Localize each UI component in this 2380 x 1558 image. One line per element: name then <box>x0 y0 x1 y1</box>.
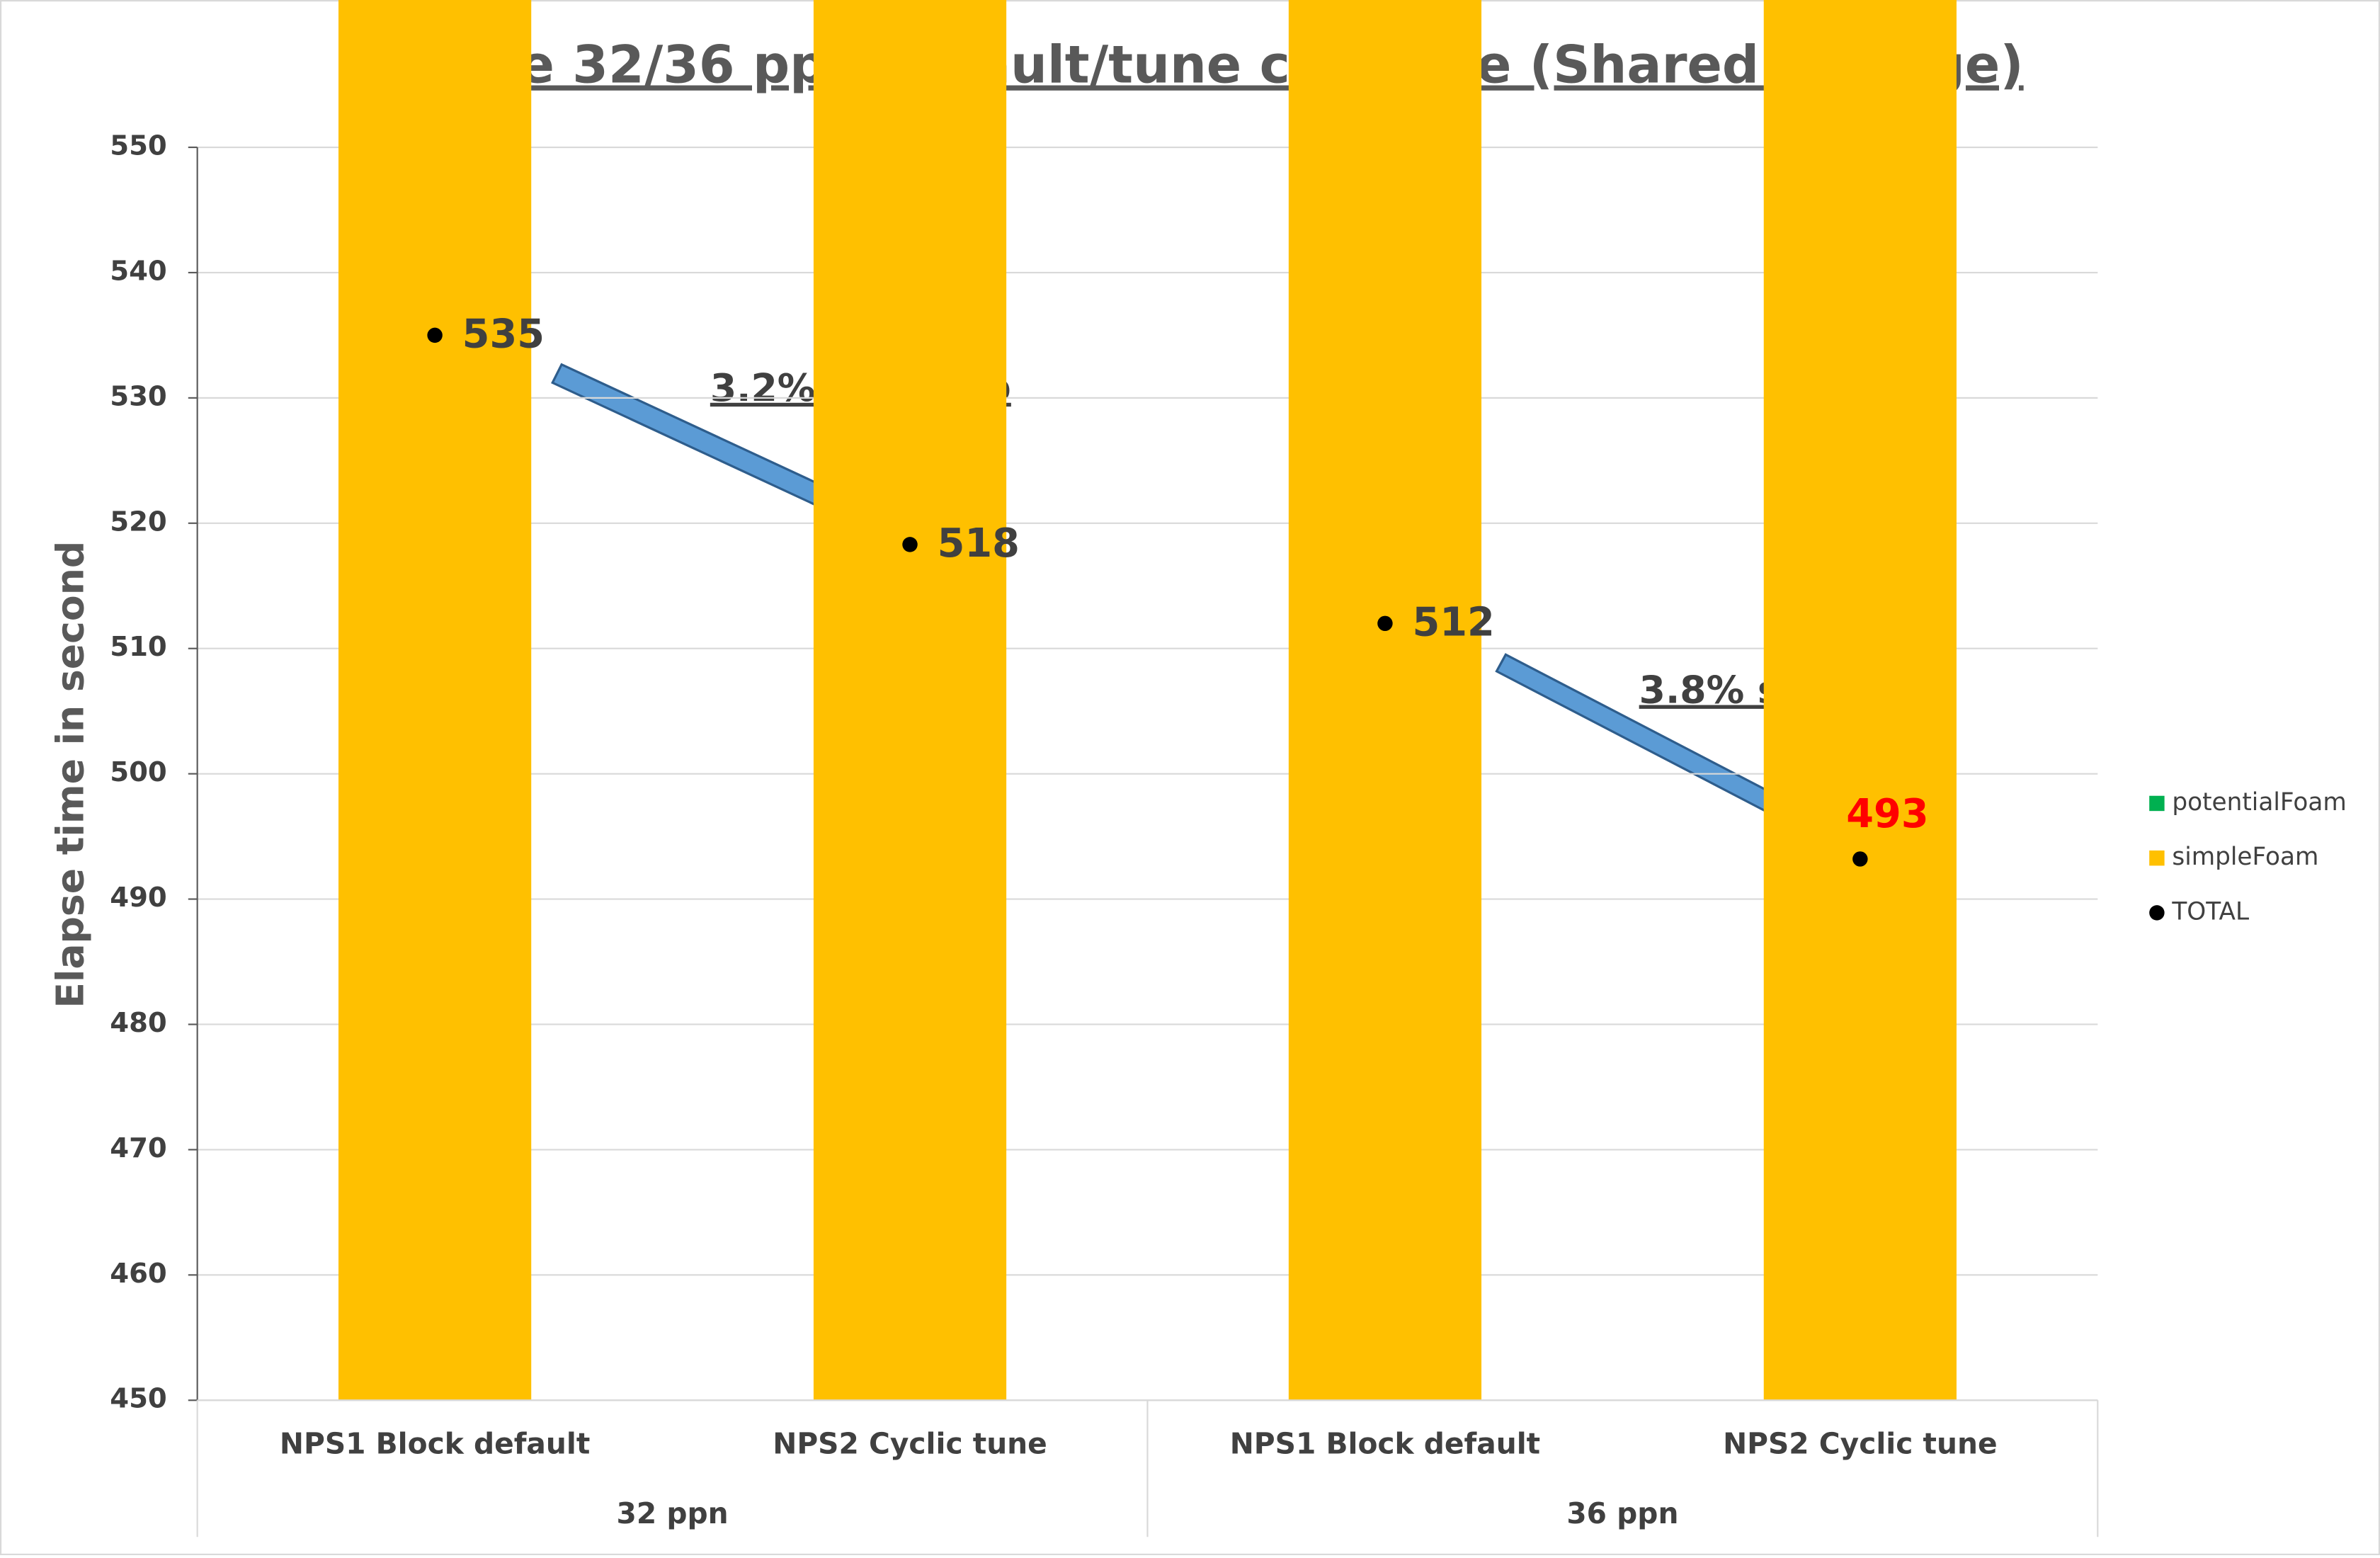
y-tick-label: 510 <box>110 631 167 663</box>
data-label: 535 <box>462 312 545 358</box>
y-tick-label: 550 <box>110 130 167 162</box>
y-tick-label: 500 <box>110 756 167 788</box>
x-tick-label: NPS2 Cyclic tune <box>1723 1427 1998 1461</box>
legend-swatch <box>2149 850 2165 866</box>
data-label: 512 <box>1413 600 1495 646</box>
total-marker <box>902 537 918 552</box>
y-tick-label: 470 <box>110 1132 167 1164</box>
y-tick-label: 490 <box>110 882 167 914</box>
total-marker <box>1377 615 1393 632</box>
total-marker <box>427 327 443 343</box>
x-tick-label: NPS1 Block default <box>1230 1427 1540 1461</box>
bar-segment <box>1288 0 1482 1401</box>
data-label: 493 <box>1846 791 1928 837</box>
y-tick-label: 480 <box>110 1007 167 1039</box>
legend-label: TOTAL <box>2171 897 2249 926</box>
y-axis-label: Elapse time in second <box>48 541 93 1008</box>
chart-title: 2 node 32/36 ppn default/tune compare (S… <box>356 35 2023 96</box>
y-tick-label: 450 <box>110 1383 167 1415</box>
bar-segment <box>813 0 1007 1401</box>
y-tick-label: 520 <box>110 506 167 538</box>
legend-label: simpleFoam <box>2172 843 2318 871</box>
total-marker <box>1852 851 1868 867</box>
y-tick-label: 460 <box>110 1258 167 1290</box>
legend-label: potentialFoam <box>2172 788 2346 817</box>
group-label: 36 ppn <box>1566 1496 1678 1530</box>
y-tick-label: 530 <box>110 380 167 412</box>
bar-segment <box>1763 0 1957 1401</box>
bar-segment <box>338 0 532 1401</box>
legend-marker <box>2149 905 2165 921</box>
y-tick-label: 540 <box>110 255 167 287</box>
x-tick-label: NPS2 Cyclic tune <box>773 1427 1047 1461</box>
data-label: 518 <box>938 521 1020 567</box>
group-label: 32 ppn <box>617 1496 729 1530</box>
x-tick-label: NPS1 Block default <box>280 1427 590 1461</box>
legend-swatch <box>2149 795 2165 812</box>
